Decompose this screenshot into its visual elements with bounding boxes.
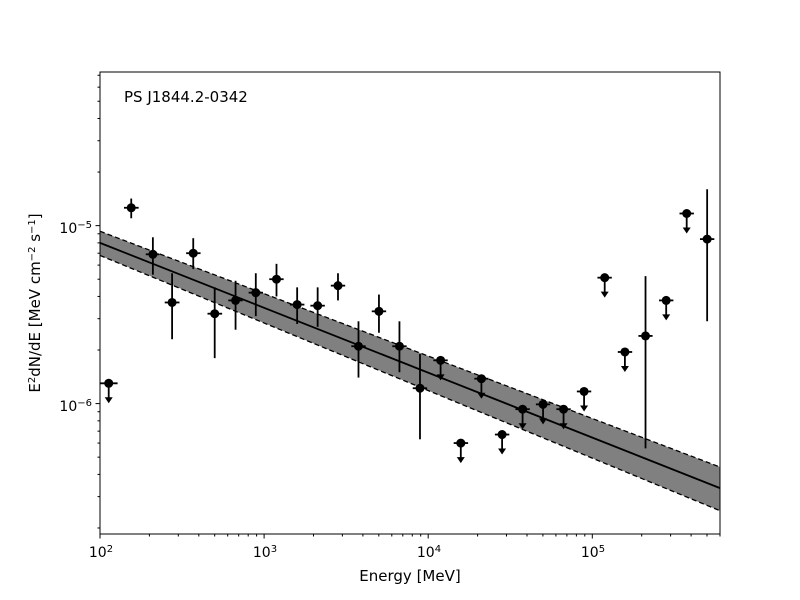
upper-limit-arrow-icon	[559, 423, 568, 430]
data-point-6	[228, 280, 243, 330]
data-marker	[126, 203, 136, 213]
upper-limit-arrow-icon	[498, 448, 507, 455]
data-marker	[333, 281, 343, 291]
data-point-28	[679, 208, 694, 234]
data-marker	[353, 341, 363, 351]
data-point-22	[556, 404, 571, 430]
x-tick-label-3: 105	[581, 544, 605, 562]
upper-limit-arrow-icon	[662, 314, 671, 321]
data-point-20	[515, 404, 530, 430]
upper-limit-arrow-icon	[580, 405, 589, 412]
data-point-4	[186, 238, 201, 270]
data-point-10	[310, 287, 325, 327]
data-point-13	[371, 294, 387, 333]
upper-limit-arrow-icon	[539, 418, 548, 425]
data-marker	[271, 274, 281, 284]
upper-limit-arrow-icon	[600, 291, 609, 298]
data-marker	[104, 378, 114, 388]
data-point-12	[351, 321, 366, 378]
upper-limit-arrow-icon	[620, 365, 629, 372]
data-marker	[210, 309, 220, 319]
chart-title: PS J1844.2-0342	[124, 88, 248, 106]
model-lower-dashed-line	[100, 254, 720, 512]
upper-limit-arrow-icon	[682, 227, 691, 234]
x-tick-label-2: 104	[417, 544, 441, 562]
data-point-15	[412, 353, 428, 440]
plot-frame	[99, 71, 721, 535]
data-point-8	[269, 263, 284, 297]
data-point-9	[289, 287, 305, 325]
data-marker	[620, 347, 630, 357]
data-marker	[538, 399, 548, 409]
data-point-24	[597, 273, 612, 298]
data-point-23	[576, 386, 592, 412]
model-error-band	[100, 231, 720, 511]
data-points-layer	[100, 189, 715, 464]
upper-limit-arrow-icon	[477, 392, 486, 399]
data-marker	[600, 273, 610, 283]
data-marker	[436, 355, 446, 365]
data-marker	[456, 438, 466, 448]
x-tick-label-1: 103	[253, 544, 277, 562]
data-point-5	[207, 287, 223, 359]
data-marker	[188, 248, 198, 258]
data-point-26	[638, 276, 653, 449]
upper-limit-arrow-icon	[436, 374, 445, 381]
data-point-14	[392, 321, 407, 373]
y-axis-label: E2dN/dE [MeV cm−2 s−1]	[26, 213, 44, 392]
data-point-11	[330, 273, 346, 301]
y-tick-label-1: 10−5	[59, 220, 92, 238]
data-point-17	[453, 438, 469, 464]
data-point-25	[617, 347, 633, 372]
data-marker	[476, 374, 486, 384]
data-marker	[682, 208, 692, 218]
data-point-2	[145, 237, 160, 275]
data-point-1	[123, 198, 139, 219]
data-marker	[559, 404, 569, 414]
model-upper-dashed-line	[100, 230, 720, 468]
data-marker	[518, 404, 528, 414]
model-best-fit-line	[100, 242, 720, 489]
x-axis-label: Energy [MeV]	[359, 567, 460, 585]
x-tick-label-0: 102	[89, 544, 113, 562]
data-point-29	[699, 189, 715, 322]
data-marker	[374, 306, 384, 316]
data-point-3	[164, 273, 180, 340]
data-point-18	[474, 374, 489, 399]
data-marker	[148, 249, 158, 259]
data-marker	[394, 341, 404, 351]
data-point-27	[659, 295, 674, 321]
upper-limit-arrow-icon	[104, 397, 113, 404]
data-point-19	[494, 430, 510, 455]
data-marker	[313, 301, 323, 311]
data-marker	[231, 295, 241, 305]
data-point-0	[100, 378, 118, 404]
data-marker	[415, 383, 425, 393]
y-tick-label-0: 10−6	[59, 398, 92, 416]
data-marker	[661, 295, 671, 305]
data-marker	[497, 430, 507, 440]
data-marker	[641, 331, 651, 341]
data-marker	[579, 386, 589, 396]
upper-limit-arrow-icon	[518, 423, 527, 430]
upper-limit-arrow-icon	[456, 457, 465, 464]
axis-ticks	[95, 74, 721, 539]
data-marker	[251, 288, 261, 298]
data-marker	[702, 234, 712, 244]
data-marker	[292, 300, 302, 310]
model-band-layer	[100, 230, 720, 512]
data-marker	[167, 297, 177, 307]
data-point-7	[248, 273, 264, 317]
data-point-21	[535, 399, 551, 425]
data-point-16	[433, 355, 448, 381]
